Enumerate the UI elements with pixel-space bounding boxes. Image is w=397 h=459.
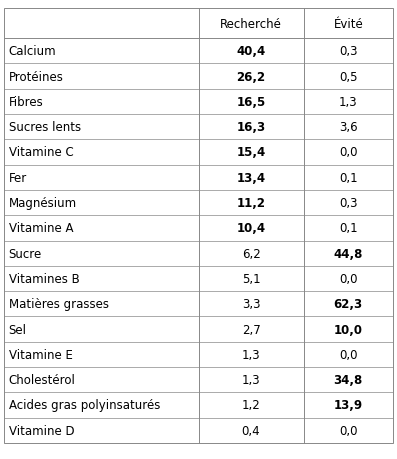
Text: 3,6: 3,6 — [339, 121, 358, 134]
Text: 40,4: 40,4 — [236, 45, 266, 58]
Text: 5,1: 5,1 — [242, 272, 260, 285]
Text: Acides gras polyinsaturés: Acides gras polyinsaturés — [9, 398, 160, 412]
Text: 15,4: 15,4 — [236, 146, 266, 159]
Text: Fer: Fer — [9, 171, 27, 185]
Text: Sucre: Sucre — [9, 247, 42, 260]
Text: 1,3: 1,3 — [242, 373, 260, 386]
Text: Fibres: Fibres — [9, 95, 44, 109]
Text: 26,2: 26,2 — [237, 70, 266, 84]
Text: Cholestérol: Cholestérol — [9, 373, 75, 386]
Text: 16,3: 16,3 — [237, 121, 266, 134]
Text: 44,8: 44,8 — [333, 247, 363, 260]
Text: 1,2: 1,2 — [242, 398, 260, 412]
Text: Évité: Évité — [333, 17, 363, 31]
Text: 13,4: 13,4 — [237, 171, 266, 185]
Text: 1,3: 1,3 — [339, 95, 358, 109]
Text: 0,0: 0,0 — [339, 272, 358, 285]
Text: 34,8: 34,8 — [333, 373, 363, 386]
Text: 0,1: 0,1 — [339, 171, 358, 185]
Text: 62,3: 62,3 — [334, 297, 363, 311]
Text: Sucres lents: Sucres lents — [9, 121, 81, 134]
Text: 3,3: 3,3 — [242, 297, 260, 311]
Text: 10,0: 10,0 — [334, 323, 363, 336]
Text: 13,9: 13,9 — [334, 398, 363, 412]
Text: Sel: Sel — [9, 323, 27, 336]
Text: Vitamines B: Vitamines B — [9, 272, 79, 285]
Text: 0,5: 0,5 — [339, 70, 358, 84]
Text: Protéines: Protéines — [9, 70, 64, 84]
Text: 0,3: 0,3 — [339, 45, 358, 58]
Text: Vitamine A: Vitamine A — [9, 222, 73, 235]
Text: 6,2: 6,2 — [242, 247, 260, 260]
Text: 0,1: 0,1 — [339, 222, 358, 235]
Text: 1,3: 1,3 — [242, 348, 260, 361]
Text: 0,0: 0,0 — [339, 146, 358, 159]
Text: 16,5: 16,5 — [236, 95, 266, 109]
Text: 0,0: 0,0 — [339, 424, 358, 437]
Text: Matières grasses: Matières grasses — [9, 297, 109, 311]
Text: 0,3: 0,3 — [339, 196, 358, 210]
Text: Vitamine D: Vitamine D — [9, 424, 74, 437]
Text: 10,4: 10,4 — [237, 222, 266, 235]
Text: 0,0: 0,0 — [339, 348, 358, 361]
Text: 0,4: 0,4 — [242, 424, 260, 437]
Text: Recherché: Recherché — [220, 17, 282, 31]
Text: Vitamine E: Vitamine E — [9, 348, 73, 361]
Text: Calcium: Calcium — [9, 45, 56, 58]
Text: Vitamine C: Vitamine C — [9, 146, 73, 159]
Text: 2,7: 2,7 — [242, 323, 260, 336]
Text: 11,2: 11,2 — [237, 196, 266, 210]
Text: Magnésium: Magnésium — [9, 196, 77, 210]
